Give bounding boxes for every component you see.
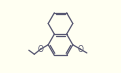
Text: O: O — [78, 45, 83, 54]
Text: O: O — [38, 45, 43, 54]
